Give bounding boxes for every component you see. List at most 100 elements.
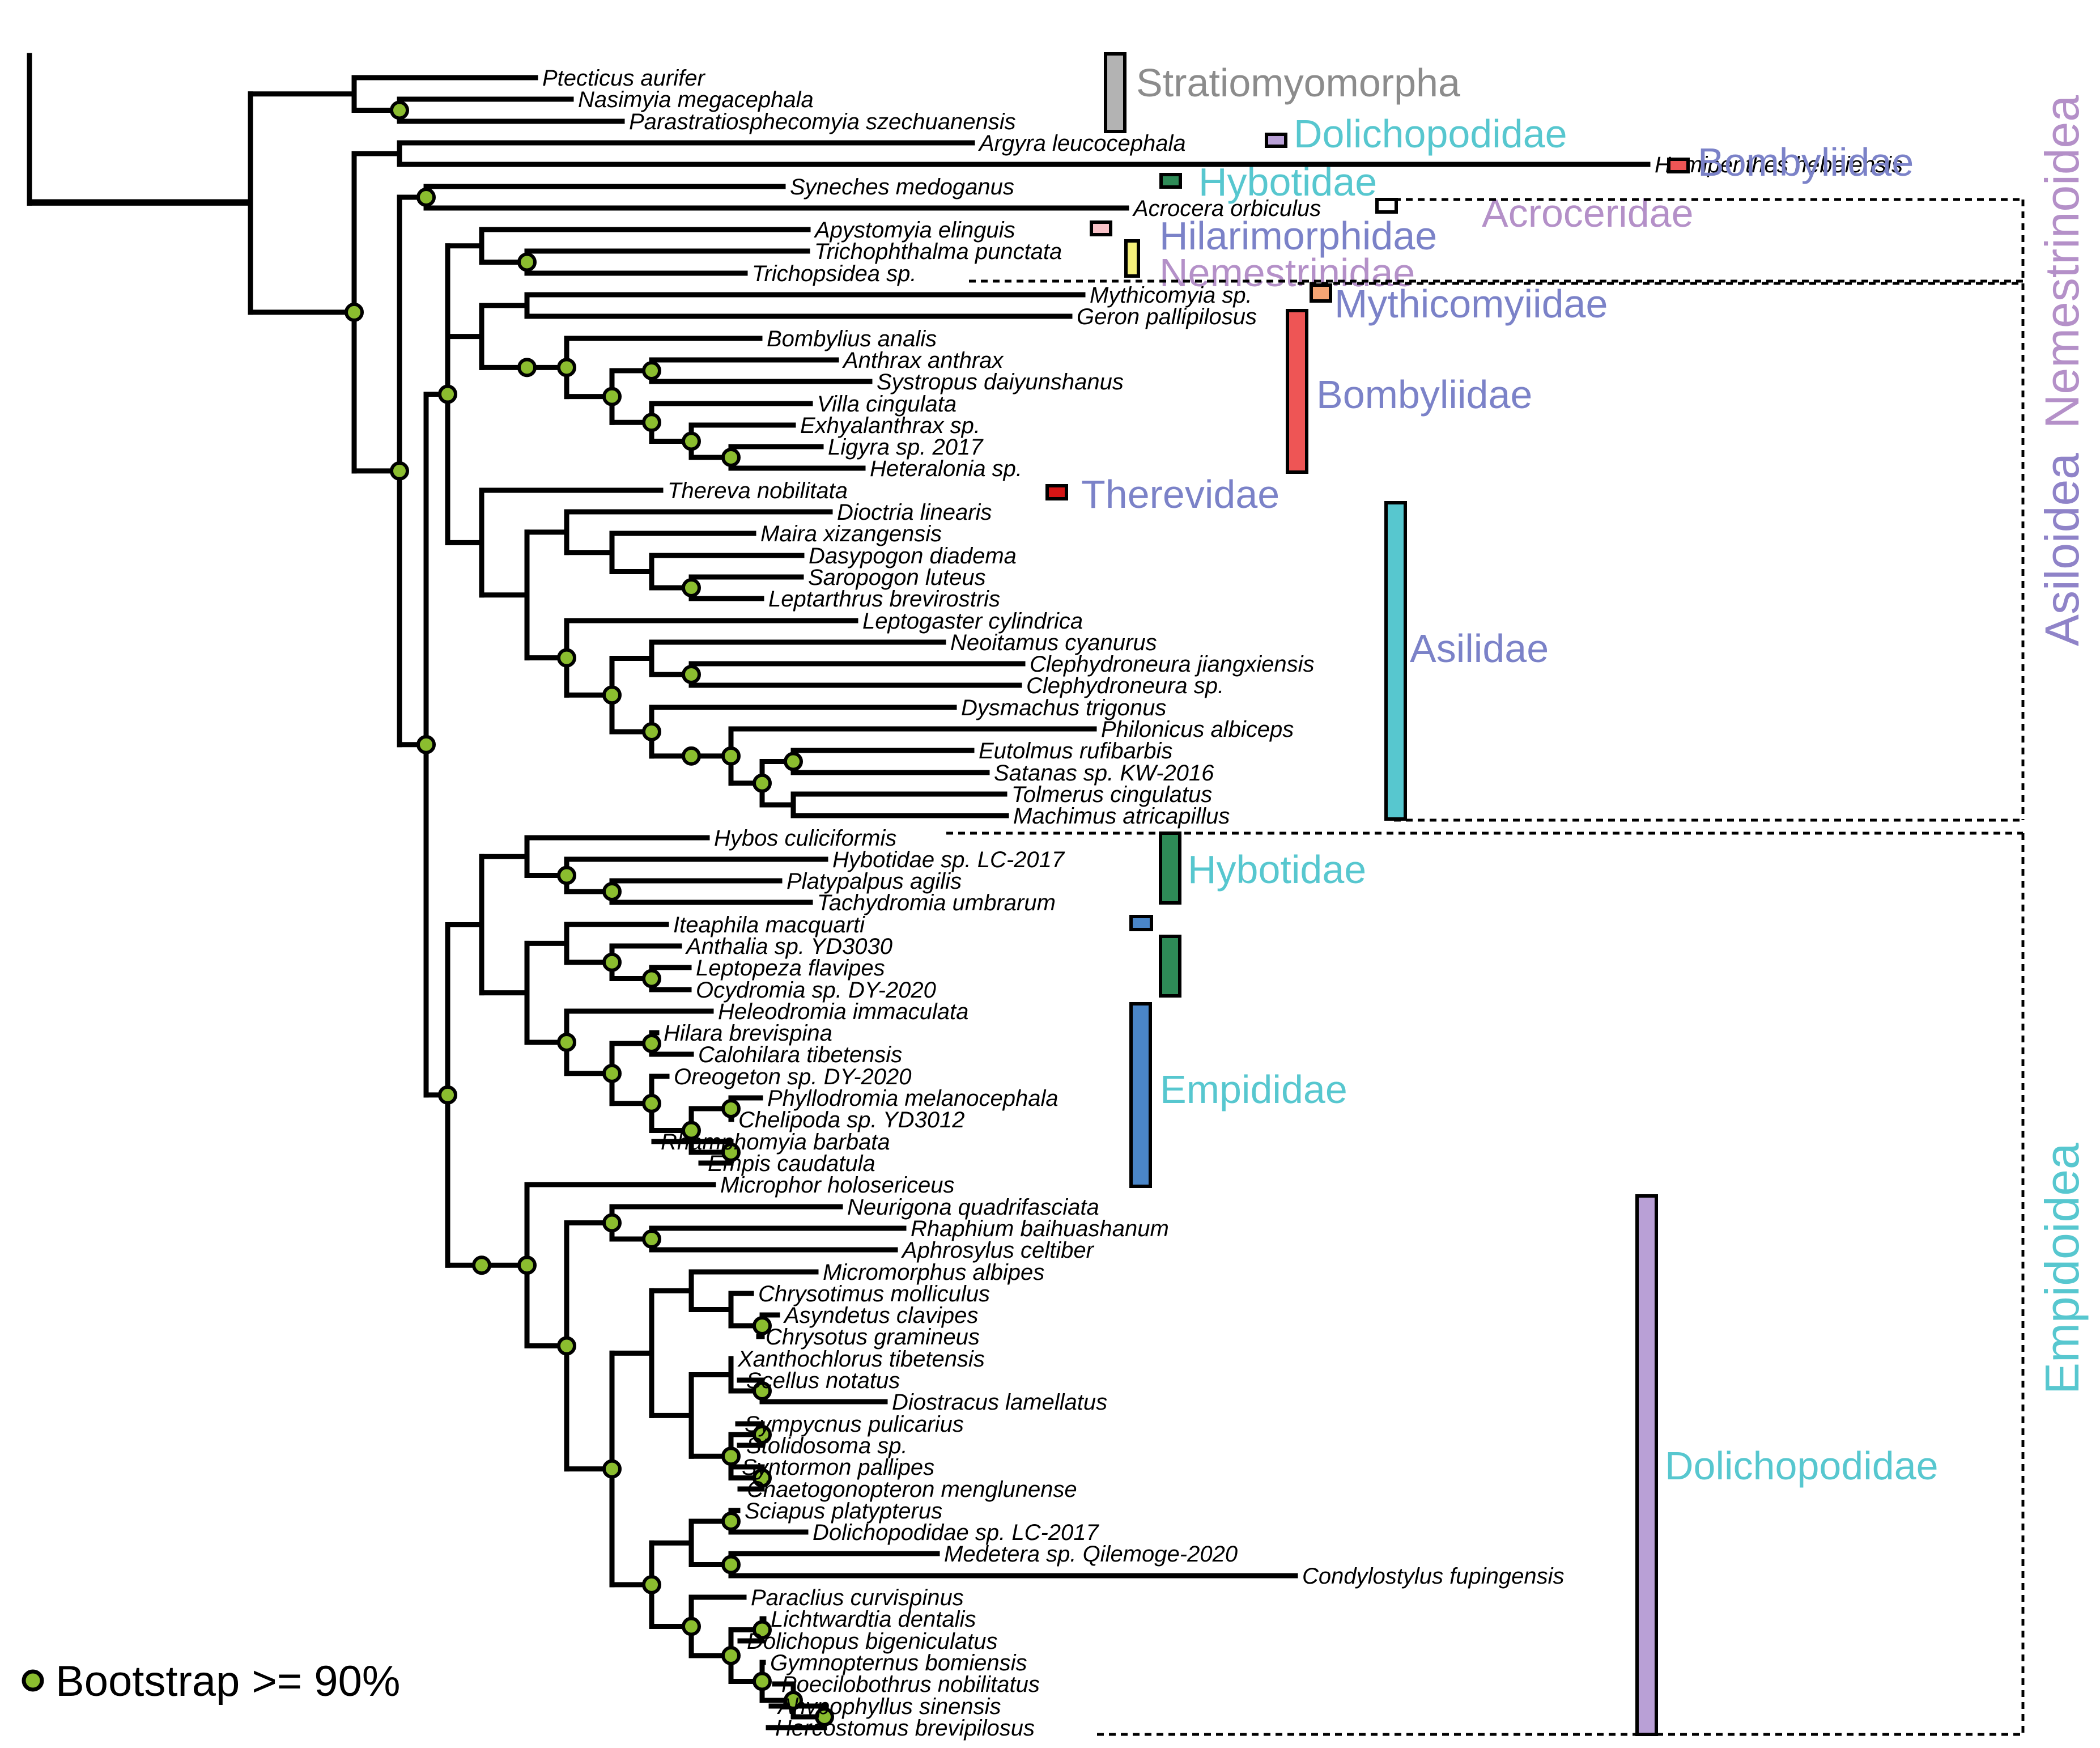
family-bar	[1159, 935, 1181, 998]
bootstrap-node	[721, 448, 741, 467]
tip-label-dioctria-linearis: Dioctria linearis	[837, 500, 992, 525]
bootstrap-node	[682, 665, 701, 684]
tip-label-ocydromia-sp-dy-2020: Ocydromia sp. DY-2020	[696, 978, 936, 1003]
bootstrap-node	[602, 1459, 622, 1479]
tip-label-rhamphomyia-barbata: Rhamphomyia barbata	[661, 1130, 890, 1155]
tip-label-chaetogonopteron-menglunense: Chaetogonopteron menglunense	[747, 1477, 1077, 1502]
superfamily-boxes	[946, 198, 2025, 1736]
family-bar-nemestrinidae	[1124, 239, 1140, 278]
tip-label-syntormon-pallipes: Syntormon pallipes	[742, 1455, 934, 1480]
bootstrap-node	[753, 1620, 772, 1640]
bootstrap-node	[784, 1691, 803, 1710]
tip-label-microphor-holosericeus: Microphor holosericeus	[720, 1173, 955, 1198]
tip-label-sciapus-platypterus: Sciapus platypterus	[745, 1499, 942, 1524]
bootstrap-node	[345, 302, 364, 322]
family-bar-hybotidae	[1159, 173, 1182, 189]
family-bar-asilidae	[1384, 501, 1407, 821]
family-label-hybotidae: Hybotidae	[1188, 847, 1366, 892]
legend-bootstrap-dot	[22, 1669, 44, 1692]
bootstrap-node	[721, 1555, 741, 1575]
side-labels: Nemestrinoidea Asiloidea Empidoidea	[2035, 95, 2089, 1394]
tip-label-trichopsidea-sp: Trichopsidea sp.	[752, 261, 917, 286]
tip-label-apystomyia-elinguis: Apystomyia elinguis	[814, 218, 1015, 243]
bootstrap-node	[557, 1336, 576, 1356]
tip-label-lichtwardtia-dentalis: Lichtwardtia dentalis	[771, 1607, 976, 1632]
bootstrap-node	[815, 1707, 834, 1726]
tip-label-paraclius-curvispinus: Paraclius curvispinus	[751, 1585, 964, 1610]
tip-label-dasypogon-diadema: Dasypogon diadema	[809, 544, 1017, 568]
tip-label-trichophthalma-punctata: Trichophthalma punctata	[814, 239, 1062, 264]
bootstrap-node	[753, 1468, 772, 1488]
family-label-mythicomyiidae: Mythicomyiidae	[1334, 282, 1608, 326]
family-bar-stratiomyomorpha	[1104, 52, 1126, 133]
tip-label-condylostylus-fupingensis: Condylostylus fupingensis	[1302, 1564, 1564, 1589]
bootstrap-node	[602, 1213, 622, 1233]
side-label-nemestrinoidea: Nemestrinoidea	[2035, 95, 2089, 429]
family-label-dolichopodidae: Dolichopodidae	[1294, 112, 1567, 156]
bootstrap-node	[438, 384, 457, 404]
legend-bootstrap-label: Bootstrap >= 90%	[56, 1657, 400, 1705]
bootstrap-node	[602, 882, 622, 901]
bootstrap-node	[753, 1381, 772, 1401]
tip-label-clephydroneura-sp: Clephydroneura sp.	[1026, 673, 1224, 698]
bootstrap-node	[753, 1316, 772, 1335]
tip-label-maira-xizangensis: Maira xizangensis	[760, 521, 942, 546]
family-label-bombyliidae: Bombyliidae	[1698, 140, 1914, 184]
bootstrap-node	[721, 1446, 741, 1466]
bootstrap-node	[682, 1617, 701, 1636]
family-bar-hilarimorphidae	[1090, 220, 1112, 236]
family-bar-bombyliidae	[1286, 309, 1308, 474]
tip-label-dysmachus-trigonus: Dysmachus trigonus	[961, 695, 1166, 720]
bootstrap-node	[602, 685, 622, 705]
tip-label-heleodromia-immaculata: Heleodromia immaculata	[718, 999, 968, 1024]
tip-label-anthalia-sp-yd3030: Anthalia sp. YD3030	[685, 934, 892, 959]
bootstrap-node	[557, 1032, 576, 1052]
family-bar-dolichopodidae	[1635, 1194, 1658, 1736]
family-label-asilidae: Asilidae	[1410, 626, 1549, 671]
tip-label-thereva-nobilitata: Thereva nobilitata	[668, 478, 848, 503]
family-label-dolichopodidae: Dolichopodidae	[1665, 1444, 1939, 1488]
tip-label-hercostomus-brevipilosus: Hercostomus brevipilosus	[775, 1716, 1035, 1741]
tip-label-hilara-brevispina: Hilara brevispina	[664, 1021, 832, 1046]
tip-label-diostracus-lamellatus: Diostracus lamellatus	[892, 1390, 1107, 1415]
family-label-acroceridae: Acroceridae	[1482, 191, 1694, 235]
bootstrap-node	[416, 735, 436, 754]
tip-label-eutolmus-rufibarbis: Eutolmus rufibarbis	[979, 739, 1172, 763]
tip-label-hybotidae-sp-lc-2017: Hybotidae sp. LC-2017	[832, 847, 1065, 872]
tip-label-phyllodromia-melanocephala: Phyllodromia melanocephala	[767, 1086, 1058, 1111]
family-label-nemestrinidae: Nemestrinidae	[1159, 251, 1415, 295]
tip-label-scellus-notatus: Scellus notatus	[746, 1368, 900, 1393]
tip-label-clephydroneura-jiangxiensis: Clephydroneura jiangxiensis	[1030, 652, 1315, 677]
tip-label-sympycnus-pulicarius: Sympycnus pulicarius	[745, 1412, 964, 1437]
bootstrap-node	[517, 358, 537, 377]
family-bar-bombyliidae	[1667, 158, 1690, 173]
bootstrap-node	[682, 1121, 701, 1140]
family-bar-mythicomyiidae	[1310, 283, 1332, 303]
bootstrap-node	[390, 100, 409, 120]
tip-label-chrysotus-gramineus: Chrysotus gramineus	[766, 1325, 980, 1350]
tip-label-heteralonia-sp: Heteralonia sp.	[870, 456, 1022, 481]
tip-label-machimus-atricapillus: Machimus atricapillus	[1013, 804, 1230, 829]
tip-label-iteaphila-macquarti: Iteaphila macquarti	[673, 913, 865, 937]
family-bars: Stratiomyomorpha Dolichopodidae Bombyliida…	[1045, 52, 1939, 1736]
family-bar-empididae	[1129, 1002, 1152, 1188]
tip-label-micromorphus-albipes: Micromorphus albipes	[823, 1260, 1044, 1285]
tip-label-rhaphium-baihuashanum: Rhaphium baihuashanum	[911, 1216, 1169, 1241]
tip-label-dolichopus-bigeniculatus: Dolichopus bigeniculatus	[747, 1629, 998, 1654]
bootstrap-node	[642, 1093, 661, 1113]
family-label-therevidae: Therevidae	[1081, 472, 1279, 516]
tip-label-villa-cingulata: Villa cingulata	[817, 392, 957, 417]
tip-label-nasimyia-megacephala: Nasimyia megacephala	[578, 87, 814, 112]
bootstrap-node	[721, 746, 741, 766]
bootstrap-node	[642, 1034, 661, 1053]
family-label-bombyliidae: Bombyliidae	[1316, 372, 1532, 417]
tip-label-leptogaster-cylindrica: Leptogaster cylindrica	[862, 609, 1083, 634]
tip-label-poecilobothrus-nobilitatus: Poecilobothrus nobilitatus	[781, 1672, 1040, 1697]
tip-label-aphrosylus-celtiber: Aphrosylus celtiber	[901, 1238, 1095, 1263]
tip-label-gymnopternus-bomiensis: Gymnopternus bomiensis	[770, 1651, 1027, 1675]
family-bar	[1129, 915, 1153, 931]
bootstrap-node	[602, 952, 622, 972]
family-label-stratiomyomorpha: Stratiomyomorpha	[1136, 61, 1460, 105]
